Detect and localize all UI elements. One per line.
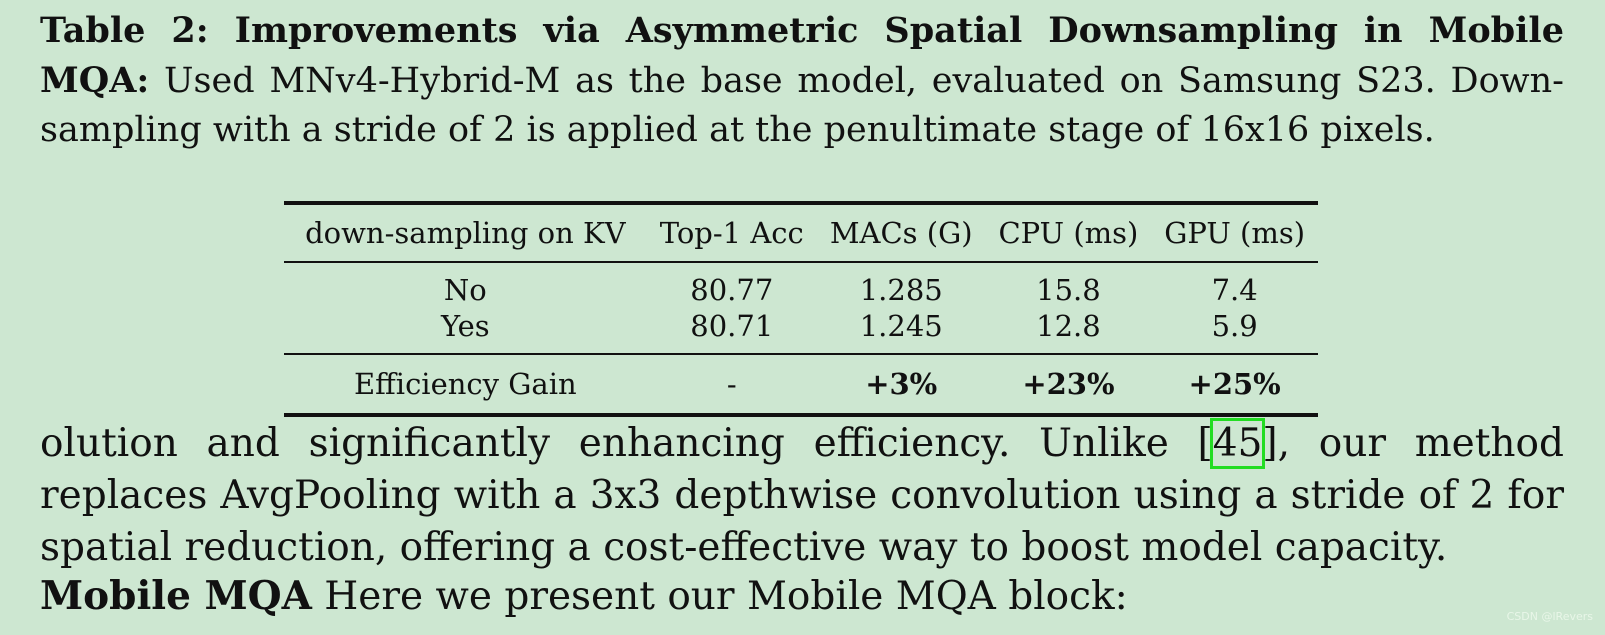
results-table-container: down-sampling on KV Top-1 Acc MACs (G) C…: [284, 201, 1318, 417]
section-text: Here we present our Mobile MQA block:: [311, 574, 1128, 619]
efficiency-gain-row: Efficiency Gain - +3% +23% +25%: [284, 354, 1318, 415]
caption-text: Used MNv4-Hybrid-M as the base model, ev…: [40, 61, 1564, 150]
footer-macs: +3%: [865, 367, 938, 401]
cell-macs: 1.245: [859, 309, 943, 343]
cell-downsampling: No: [443, 273, 487, 307]
body-paragraph: olution and significantly enhancing effi…: [40, 418, 1564, 574]
cell-gpu: 7.4: [1211, 273, 1258, 307]
footer-label: Efficiency Gain: [354, 367, 577, 401]
paragraph-text-before: olution and significantly enhancing effi…: [40, 421, 1213, 466]
cell-gpu: 5.9: [1211, 309, 1258, 343]
table-header-row: down-sampling on KV Top-1 Acc MACs (G) C…: [284, 203, 1318, 262]
cell-macs: 1.285: [859, 273, 943, 307]
footer-cpu: +23%: [1022, 367, 1115, 401]
section-heading: Mobile MQA: [40, 573, 312, 619]
header-gpu: GPU (ms): [1164, 216, 1306, 250]
results-table: down-sampling on KV Top-1 Acc MACs (G) C…: [284, 201, 1318, 417]
cell-top1-acc: 80.71: [690, 309, 774, 343]
caption-label: Table 2: Improvements via Asymmetric Spa…: [40, 10, 1564, 101]
cell-top1-acc: 80.77: [690, 273, 774, 307]
section-paragraph: Mobile MQA Here we present our Mobile MQ…: [40, 570, 1128, 623]
table-row: Yes 80.71 1.245 12.8 5.9: [284, 308, 1318, 354]
header-downsampling: down-sampling on KV: [305, 216, 626, 250]
header-cpu: CPU (ms): [998, 216, 1139, 250]
paragraph-text-after: ], our method replaces AvgPooling with a…: [40, 421, 1564, 570]
cell-cpu: 12.8: [1036, 309, 1101, 343]
table-caption: Table 2: Improvements via Asymmetric Spa…: [40, 6, 1564, 155]
footer-top1-acc: -: [726, 367, 737, 401]
header-top1-acc: Top-1 Acc: [659, 216, 804, 250]
citation-link[interactable]: 45: [1209, 418, 1266, 469]
watermark: CSDN @lRevers: [1506, 610, 1593, 623]
cell-cpu: 15.8: [1036, 273, 1101, 307]
table-row: No 80.77 1.285 15.8 7.4: [284, 262, 1318, 308]
header-macs: MACs (G): [829, 216, 973, 250]
cell-downsampling: Yes: [441, 309, 490, 343]
footer-gpu: +25%: [1188, 367, 1281, 401]
